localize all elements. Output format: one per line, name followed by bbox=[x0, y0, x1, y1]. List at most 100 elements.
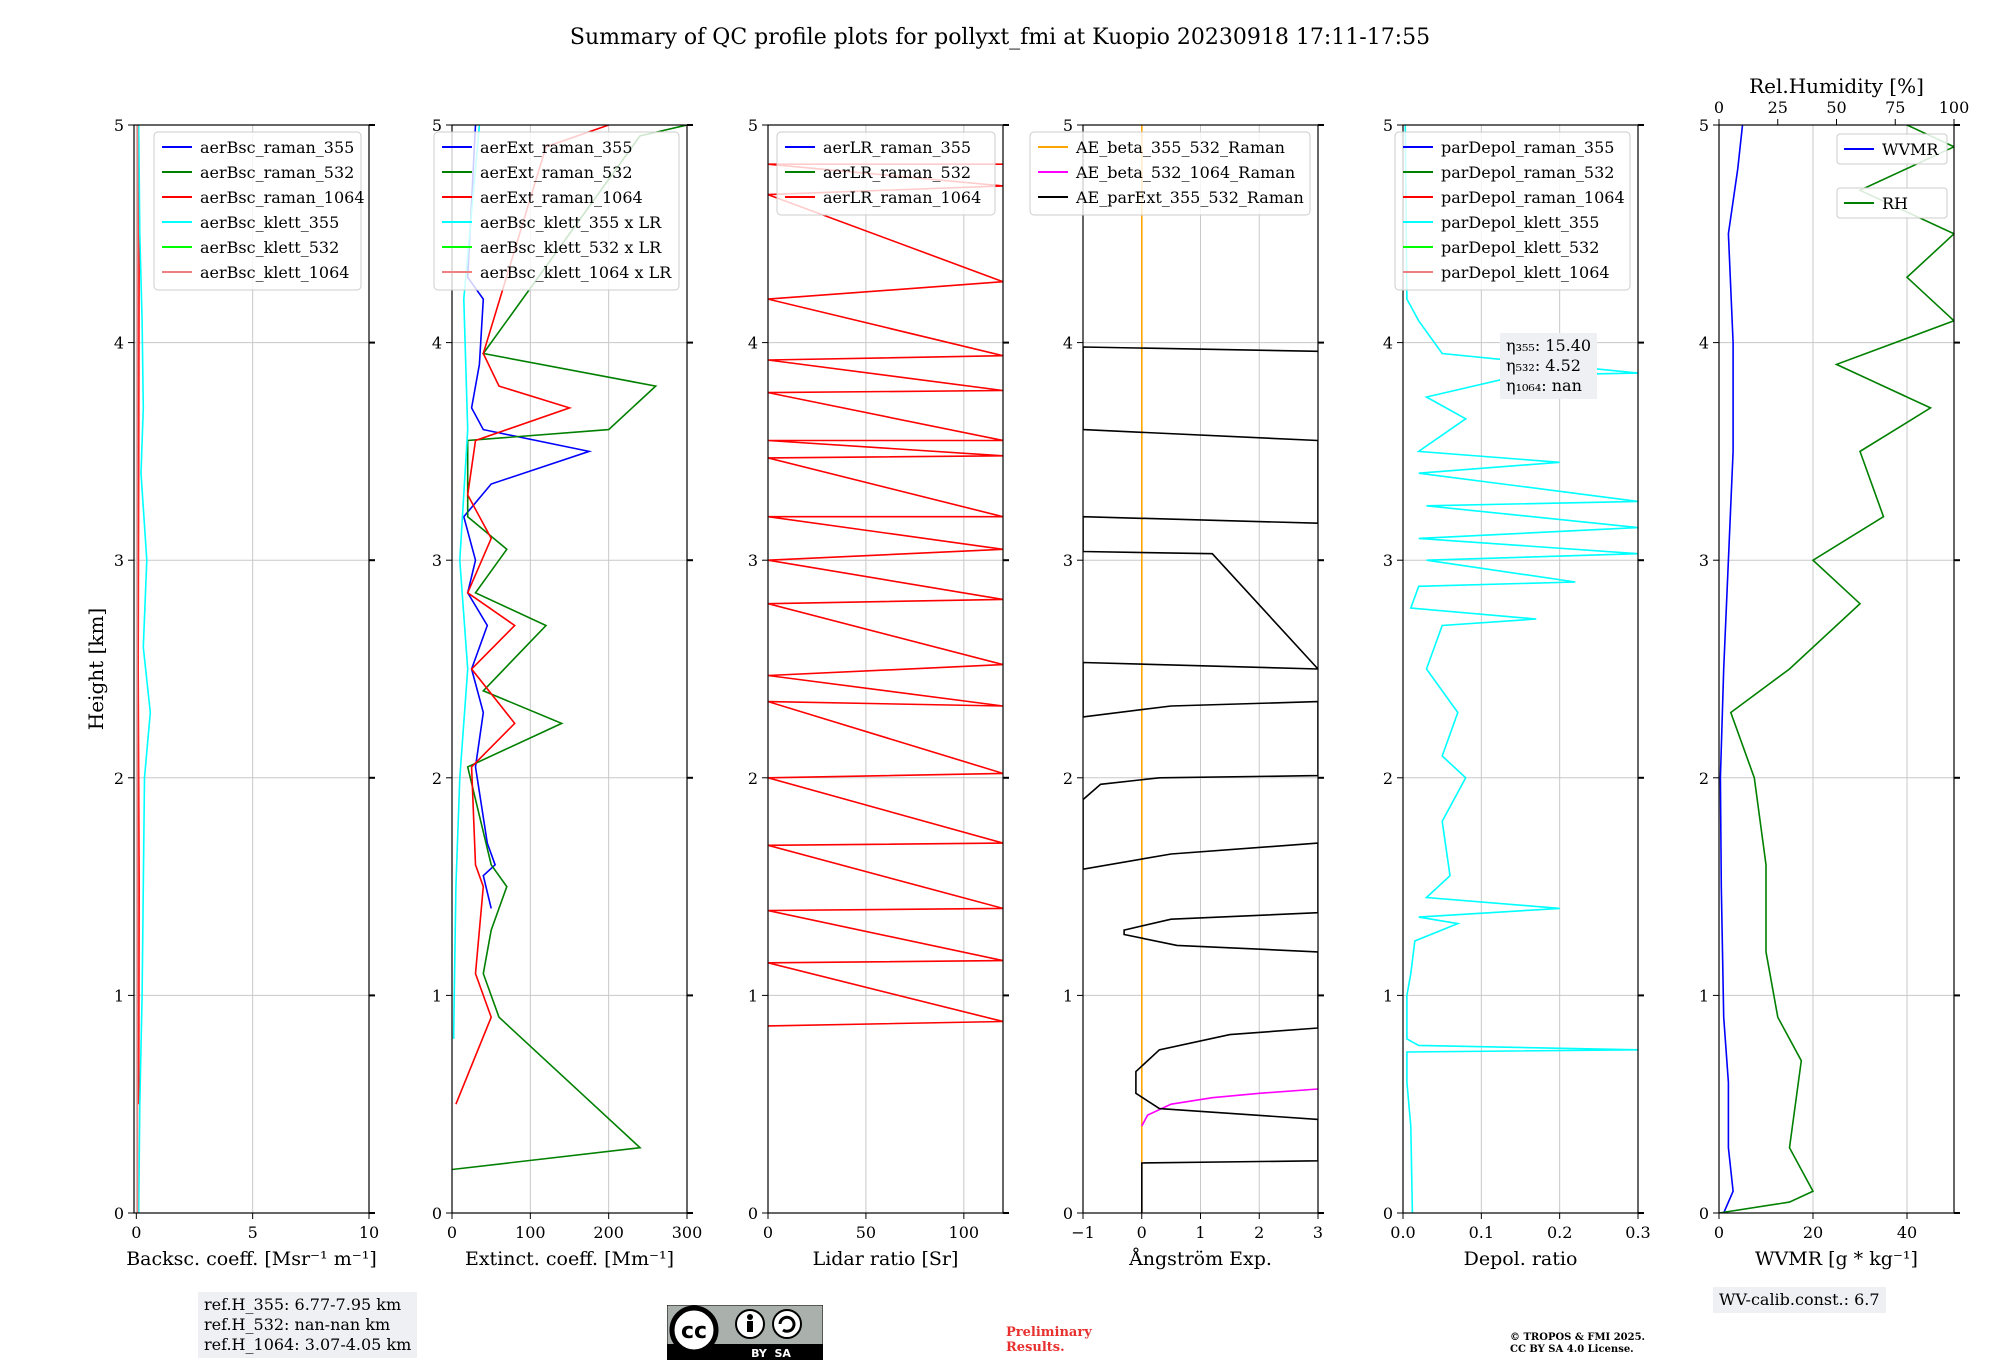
series-line-aerBsc_raman_1064 bbox=[137, 125, 140, 1105]
x-tick-label: 200 bbox=[593, 1223, 624, 1242]
y-tick-label: 5 bbox=[1383, 116, 1393, 135]
top-x-tick-label: 0 bbox=[1714, 98, 1724, 117]
legend-entry: aerLR_raman_355 bbox=[823, 138, 971, 157]
x-tick-label: −1 bbox=[1071, 1223, 1095, 1242]
legend-entry: aerBsc_klett_532 x LR bbox=[480, 238, 662, 257]
x-axis-label: Ångström Exp. bbox=[1128, 1248, 1272, 1270]
y-tick-label: 1 bbox=[1063, 986, 1073, 1005]
x-axis-label: Backsc. coeff. [Msr⁻¹ m⁻¹] bbox=[126, 1248, 377, 1270]
legend-entry: aerLR_raman_1064 bbox=[823, 188, 981, 207]
legend-entry: aerExt_raman_355 bbox=[480, 138, 633, 157]
top-x-tick-label: 25 bbox=[1768, 98, 1788, 117]
info-box: η₃₅₅: 15.40 η₅₃₂: 4.52 η₁₀₆₄: nan bbox=[1500, 333, 1598, 399]
legend: aerLR_raman_355 aerLR_raman_532 aerLR_rama… bbox=[776, 131, 996, 216]
info-box: WV-calib.const.: 6.7 bbox=[1713, 1287, 1886, 1313]
legend-entry: AE_beta_355_532_Raman bbox=[1075, 138, 1285, 157]
series-line-aerLR_raman_1064 bbox=[768, 163, 1003, 1027]
y-tick-label: 1 bbox=[1699, 986, 1709, 1005]
info-line: η₅₃₂: 4.52 bbox=[1506, 356, 1581, 375]
y-tick-label: 5 bbox=[1063, 116, 1073, 135]
legend-entry: parDepol_raman_1064 bbox=[1441, 188, 1625, 207]
preliminary-line-2: Results. bbox=[1006, 1340, 1065, 1355]
legend-wvmr: WVMR bbox=[1836, 133, 1948, 165]
y-tick-label: 3 bbox=[748, 551, 758, 570]
info-line: η₁₀₆₄: nan bbox=[1506, 376, 1582, 395]
y-tick-label: 1 bbox=[1383, 986, 1393, 1005]
y-tick-label: 4 bbox=[114, 334, 124, 353]
legend-entry: aerBsc_klett_355 bbox=[200, 213, 339, 232]
x-tick-label: 100 bbox=[515, 1223, 546, 1242]
series-line-RH bbox=[1719, 125, 1954, 1213]
svg-text:cc: cc bbox=[681, 1319, 707, 1344]
y-tick-label: 0 bbox=[748, 1204, 758, 1223]
copyright-note: © TROPOS & FMI 2025. CC BY SA 4.0 Licens… bbox=[1510, 1332, 1645, 1356]
info-line: WV-calib.const.: 6.7 bbox=[1719, 1290, 1880, 1309]
legend-entry: aerBsc_raman_1064 bbox=[200, 188, 365, 207]
series-line-AE_beta_532_1064_Raman bbox=[1141, 1088, 1318, 1127]
legend-entry: aerBsc_klett_1064 x LR bbox=[480, 263, 672, 282]
y-tick-label: 4 bbox=[1699, 334, 1709, 353]
legend-entry: AE_parExt_355_532_Raman bbox=[1075, 188, 1304, 207]
y-tick-label: 3 bbox=[432, 551, 442, 570]
y-tick-label: 3 bbox=[1383, 551, 1393, 570]
x-tick-label: 20 bbox=[1803, 1223, 1823, 1242]
series-line-aerBsc_klett_355 bbox=[137, 125, 152, 1213]
y-tick-label: 3 bbox=[1699, 551, 1709, 570]
legend: parDepol_raman_355 parDepol_raman_532 parD… bbox=[1394, 131, 1631, 291]
y-tick-label: 1 bbox=[748, 986, 758, 1005]
y-tick-label: 5 bbox=[432, 116, 442, 135]
y-tick-label: 2 bbox=[432, 769, 442, 788]
cc-license-badge: cc BY SA bbox=[667, 1305, 823, 1360]
x-tick-label: 0.1 bbox=[1469, 1223, 1494, 1242]
legend: aerExt_raman_355 aerExt_raman_532 aerExt_r… bbox=[433, 131, 680, 291]
legend-entry: aerBsc_raman_355 bbox=[200, 138, 354, 157]
y-tick-label: 4 bbox=[1383, 334, 1393, 353]
x-tick-label: 0.3 bbox=[1625, 1223, 1650, 1242]
legend-entry: aerBsc_klett_532 bbox=[200, 238, 339, 257]
top-x-axis-label: Rel.Humidity [%] bbox=[1749, 74, 1924, 98]
x-tick-label: 0 bbox=[131, 1223, 141, 1242]
legend-entry: aerBsc_raman_532 bbox=[200, 163, 354, 182]
x-tick-label: 100 bbox=[949, 1223, 980, 1242]
legend: aerBsc_raman_355 aerBsc_raman_532 aerBsc_r… bbox=[153, 131, 365, 291]
y-axis-label: Height [km] bbox=[84, 608, 108, 730]
legend: AE_beta_355_532_Raman AE_beta_532_1064_Ra… bbox=[1029, 131, 1311, 216]
info-line: ref.H_532: nan-nan km bbox=[204, 1315, 391, 1334]
legend-entry: parDepol_klett_355 bbox=[1441, 213, 1599, 232]
legend-entry: aerLR_raman_532 bbox=[823, 163, 971, 182]
x-tick-label: 10 bbox=[359, 1223, 379, 1242]
series-line-parDepol_klett_355 bbox=[1404, 125, 1638, 1213]
copyright-line-2: CC BY SA 4.0 License. bbox=[1510, 1344, 1634, 1355]
x-tick-label: 1 bbox=[1195, 1223, 1205, 1242]
x-axis-label: Depol. ratio bbox=[1464, 1248, 1578, 1270]
y-tick-label: 4 bbox=[748, 334, 758, 353]
y-tick-label: 5 bbox=[1699, 116, 1709, 135]
y-tick-label: 2 bbox=[748, 769, 758, 788]
top-x-tick-label: 100 bbox=[1939, 98, 1970, 117]
info-line: ref.H_355: 6.77-7.95 km bbox=[204, 1295, 402, 1314]
series-line-aerExt_raman_532 bbox=[452, 125, 687, 1171]
info-line: η₃₅₅: 15.40 bbox=[1506, 336, 1592, 355]
x-tick-label: 5 bbox=[248, 1223, 258, 1242]
legend-entry: aerBsc_klett_1064 bbox=[200, 263, 349, 282]
y-tick-label: 0 bbox=[432, 1204, 442, 1223]
copyright-line-1: © TROPOS & FMI 2025. bbox=[1510, 1332, 1646, 1343]
y-tick-label: 3 bbox=[1063, 551, 1073, 570]
chart-panel-1: 0 5 10 0 1 2 3 4 5 Backsc. coeff. [Msr⁻¹ m⁻¹] Heig… bbox=[84, 116, 379, 1270]
legend-box bbox=[1394, 131, 1631, 291]
x-axis-label: Lidar ratio [Sr] bbox=[813, 1248, 959, 1270]
legend-box bbox=[1836, 133, 1948, 165]
info-box: ref.H_355: 6.77-7.95 km ref.H_532: nan-na… bbox=[198, 1292, 418, 1358]
x-tick-label: 300 bbox=[672, 1223, 703, 1242]
plot-frame bbox=[767, 124, 1004, 1214]
legend-box bbox=[1836, 187, 1948, 219]
legend-entry: AE_beta_532_1064_Raman bbox=[1075, 163, 1295, 182]
y-tick-label: 4 bbox=[432, 334, 442, 353]
x-tick-label: 0 bbox=[447, 1223, 457, 1242]
info-line: ref.H_1064: 3.07-4.05 km bbox=[204, 1335, 412, 1354]
top-x-tick-label: 75 bbox=[1885, 98, 1905, 117]
y-tick-label: 0 bbox=[1383, 1204, 1393, 1223]
legend-entry: parDepol_klett_532 bbox=[1441, 238, 1599, 257]
legend-entry: parDepol_raman_532 bbox=[1441, 163, 1614, 182]
